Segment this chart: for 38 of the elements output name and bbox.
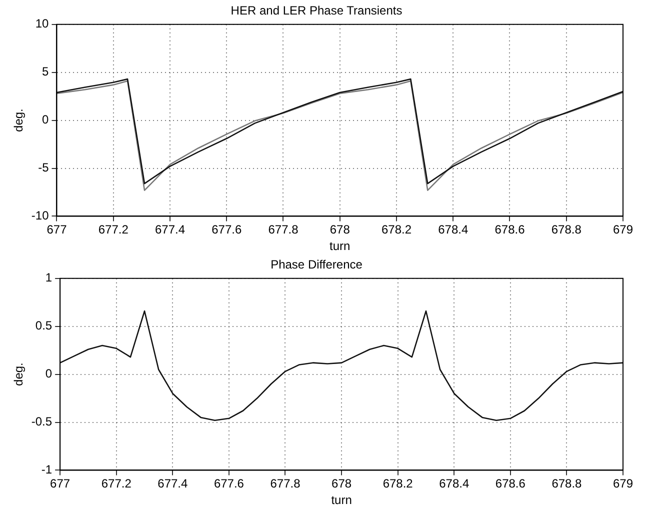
x-tick-label: 678 <box>330 222 350 237</box>
x-tick-label: 677 <box>46 222 68 237</box>
x-tick-label: 677.4 <box>154 222 186 237</box>
x-tick-label: 678.2 <box>382 476 414 491</box>
x-axis-title: turn <box>331 493 352 508</box>
x-tick-label: 678.6 <box>494 222 526 237</box>
x-tick-label: 677.6 <box>212 222 242 237</box>
x-tick-label: 679 <box>612 476 634 491</box>
x-tick-label: 678.4 <box>439 476 470 491</box>
y-tick-label: -5 <box>38 160 50 175</box>
chart-title: Phase Difference <box>270 258 363 272</box>
y-tick-label: 0 <box>45 366 52 381</box>
y-tick-label: 5 <box>42 64 50 79</box>
x-tick-label: 679 <box>612 222 634 237</box>
x-axis-title: turn <box>330 239 350 254</box>
x-tick-label: 677.4 <box>158 476 188 491</box>
x-tick-label: 677.2 <box>98 222 129 237</box>
x-tick-label: 678 <box>332 476 352 491</box>
x-tick-label: 677 <box>50 476 70 491</box>
x-tick-label: 678.8 <box>552 476 582 491</box>
x-tick-label: 677.8 <box>268 222 299 237</box>
y-tick-label: 0.5 <box>35 318 52 333</box>
chart-title: HER and LER Phase Transients <box>230 4 402 18</box>
x-tick-label: 678.4 <box>438 222 468 237</box>
y-axis-title: deg. <box>12 362 26 386</box>
y-tick-label: 10 <box>35 16 50 31</box>
x-tick-label: 677.6 <box>214 476 244 491</box>
x-tick-label: 678.2 <box>381 222 412 237</box>
x-tick-label: 678.6 <box>495 476 526 491</box>
x-tick-label: 677.2 <box>101 476 132 491</box>
y-tick-label: -0.5 <box>31 414 52 429</box>
y-tick-label: 1 <box>45 270 52 285</box>
x-tick-label: 677.8 <box>270 476 301 491</box>
y-tick-label: -10 <box>31 208 50 223</box>
y-tick-label: 0 <box>42 112 50 127</box>
y-axis-title: deg. <box>12 108 26 132</box>
y-tick-label: -1 <box>41 462 52 477</box>
x-tick-label: 678.8 <box>551 222 582 237</box>
